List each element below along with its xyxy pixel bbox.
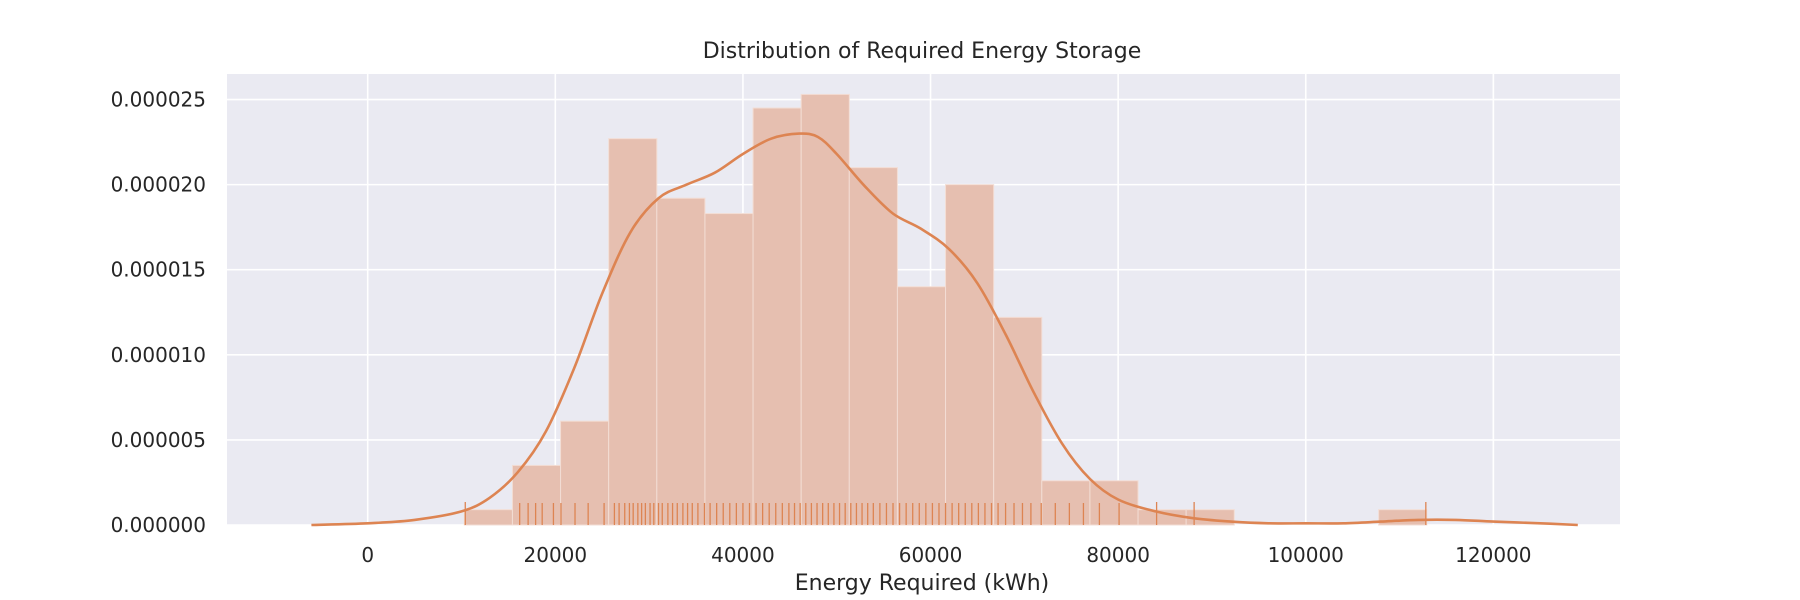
histogram-bar-9 xyxy=(896,286,947,526)
x-tick-label-4: 80000 xyxy=(1086,543,1150,567)
x-tick-label-1: 20000 xyxy=(524,543,588,567)
y-tick-label-5: 0.000025 xyxy=(111,88,206,112)
histogram-bar-11 xyxy=(993,316,1043,526)
x-tick-label-6: 120000 xyxy=(1455,543,1531,567)
y-tick-label-3: 0.000015 xyxy=(111,258,206,282)
histogram-bar-1 xyxy=(511,464,562,526)
histogram-bar-2 xyxy=(560,420,610,526)
histogram-bar-8 xyxy=(848,167,898,526)
histogram-bar-3 xyxy=(608,138,658,526)
rug-marks xyxy=(464,502,1427,525)
histogram-bar-12 xyxy=(1041,480,1091,526)
histogram-bar-4 xyxy=(656,197,706,526)
x-tick-label-3: 60000 xyxy=(899,543,963,567)
x-tick-labels: 0 20000 40000 60000 80000 100000 120000 xyxy=(361,543,1531,567)
histogram-bars xyxy=(463,93,1428,526)
y-tick-label-0: 0.000000 xyxy=(111,513,206,537)
x-tick-label-5: 100000 xyxy=(1268,543,1344,567)
histogram-bar-19 xyxy=(1378,509,1428,526)
histogram-bar-13 xyxy=(1089,480,1139,526)
y-tick-label-2: 0.000010 xyxy=(111,343,206,367)
x-tick-label-2: 40000 xyxy=(711,543,775,567)
kde-curve xyxy=(311,132,1578,527)
histogram-bar-10 xyxy=(945,184,995,526)
x-axis-label: Energy Required (kWh) xyxy=(795,571,1050,596)
histogram-bar-7 xyxy=(800,93,850,526)
x-tick-label-0: 0 xyxy=(361,543,374,567)
y-tick-labels: 0.000000 0.000005 0.000010 0.000015 0.000020… xyxy=(111,88,206,537)
y-tick-label-4: 0.000020 xyxy=(111,173,206,197)
histogram-bar-5 xyxy=(704,213,754,526)
histogram-bar-6 xyxy=(752,107,802,526)
y-tick-label-1: 0.000005 xyxy=(111,428,206,452)
chart-title: Distribution of Required Energy Storage xyxy=(703,39,1142,64)
histogram-bar-0 xyxy=(463,509,513,526)
